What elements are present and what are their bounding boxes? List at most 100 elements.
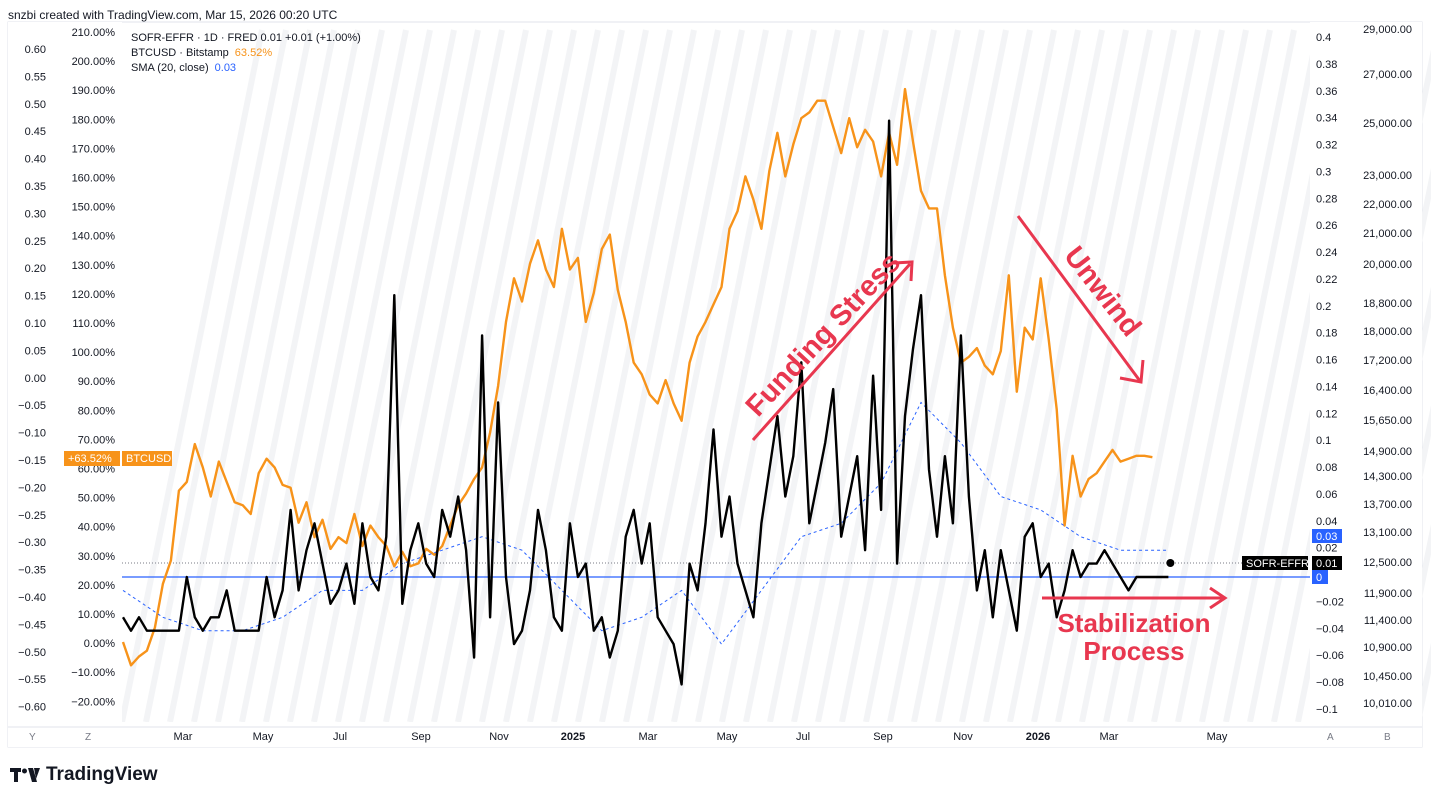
grid-hatch [1127, 29, 1273, 723]
right-outer-tick-label: 10,900.00 [1363, 642, 1412, 654]
left-inner-tick-label: 60.00% [78, 464, 116, 476]
right-inner-tick-label: 0.12 [1316, 408, 1337, 420]
grid-hatch [1007, 29, 1153, 723]
left-inner-tick-label: 150.00% [72, 202, 116, 214]
right-inner-tick-label: −0.02 [1316, 596, 1344, 608]
right-inner-tick-label: 0.04 [1316, 516, 1337, 528]
right-outer-tick-label: 11,400.00 [1364, 615, 1412, 627]
right-outer-tick-label: 13,100.00 [1363, 527, 1412, 539]
grid-hatch [119, 29, 265, 723]
right-inner-tick-label: 0.26 [1316, 220, 1337, 232]
stabilization-arrow-head [1209, 586, 1228, 610]
left-outer-tick-label: −0.40 [18, 592, 46, 604]
zero-val-text: 0 [1316, 572, 1322, 584]
grid-hatch [239, 29, 385, 723]
grid-hatch [287, 29, 433, 723]
left-outer-tick-label: 0.00 [25, 373, 46, 385]
left-outer-tick-label: −0.30 [18, 537, 46, 549]
grid-hatch [695, 29, 841, 723]
sma-price-label: 0.03 [1312, 529, 1342, 543]
chart-header: snzbi created with TradingView.com, Mar … [8, 8, 338, 22]
grid-hatch [983, 29, 1129, 723]
legend-btc[interactable]: BTCUSD · Bitstamp 63.52% [131, 47, 272, 59]
stabilization-text: Stabilization [1057, 608, 1210, 638]
right-outer-tick-label: 29,000.00 [1363, 24, 1412, 36]
x-tick-label: Nov [489, 731, 509, 743]
left-outer-tick-label: −0.45 [18, 619, 46, 631]
left-inner-tick-label: 30.00% [78, 551, 116, 563]
right-outer-tick-label: 27,000.00 [1363, 69, 1412, 81]
right-outer-tick-label: 12,500.00 [1363, 557, 1412, 569]
legend-sma[interactable]: SMA (20, close) 0.03 [131, 62, 236, 74]
right-outer-tick-label: 14,900.00 [1363, 446, 1412, 458]
axis-control-a[interactable]: A [1327, 732, 1334, 743]
left-inner-tick-label: −10.00% [71, 667, 115, 679]
legend-sofr-text: SOFR-EFFR · 1D · FRED 0.01 +0.01 (+1.00%… [131, 32, 361, 44]
grid-hatch [455, 29, 601, 723]
left-outer-tick-label: 0.20 [25, 263, 46, 275]
legend-sofr[interactable]: SOFR-EFFR · 1D · FRED 0.01 +0.01 (+1.00%… [131, 32, 361, 44]
right-outer-tick-label: 13,700.00 [1363, 499, 1412, 511]
sofr-name-text: SOFR-EFFR [1246, 558, 1309, 570]
left-inner-tick-label: 130.00% [72, 260, 116, 272]
grid-hatch [311, 29, 457, 723]
x-axis: Mar May Jul Sep Nov 2025 Mar May Jul Sep Nov 2026 Ma… [174, 731, 1228, 743]
left-outer-tick-label: 0.60 [25, 44, 46, 56]
left-inner-tick-label: 190.00% [72, 85, 116, 97]
right-outer-tick-label: 22,000.00 [1363, 199, 1412, 211]
axis-control-z[interactable]: Z [85, 732, 91, 743]
left-inner-tick-label: 180.00% [72, 114, 116, 126]
right-outer-axis: 29,000.00 27,000.00 25,000.00 23,000.00 22,0… [1363, 24, 1412, 710]
left-outer-tick-label: −0.20 [18, 482, 46, 494]
sofr-price-label: SOFR-EFFR 0.01 [1242, 556, 1342, 570]
legend-sma-value: 0.03 [214, 62, 237, 74]
left-outer-tick-label: 0.10 [25, 318, 46, 330]
grid-hatch [575, 29, 721, 723]
left-outer-tick-label: 0.15 [25, 291, 46, 303]
right-outer-tick-label: 25,000.00 [1363, 118, 1412, 130]
left-inner-tick-label: 170.00% [72, 143, 116, 155]
unwind-arrow-head [1119, 359, 1145, 384]
last-point-marker [1166, 559, 1175, 567]
x-tick-label: Sep [411, 731, 431, 743]
left-inner-tick-label: 100.00% [72, 347, 116, 359]
btcusd-price-label: +63.52% BTCUSD [64, 451, 172, 466]
grid-hatch [1175, 29, 1321, 723]
unwind-arrow-shaft [1016, 215, 1142, 382]
sma-val-text: 0.03 [1316, 531, 1337, 543]
left-inner-tick-label: 10.00% [78, 609, 116, 621]
right-inner-tick-label: 0.1 [1316, 435, 1331, 447]
axis-control-y[interactable]: Y [29, 732, 36, 743]
right-outer-tick-label: 10,450.00 [1363, 671, 1412, 683]
right-inner-tick-label: 0.18 [1316, 328, 1337, 340]
left-outer-tick-label: −0.15 [18, 455, 46, 467]
left-outer-axis: 0.60 0.55 0.50 0.45 0.40 0.35 0.30 0.25 0.20 0.15… [18, 44, 46, 714]
grid-hatch [935, 29, 1081, 723]
right-inner-tick-label: −0.04 [1316, 623, 1344, 635]
right-inner-tick-label: 0.02 [1316, 543, 1337, 555]
tradingview-logo[interactable]: TradingView [10, 764, 158, 786]
grid-hatch [263, 29, 409, 723]
x-tick-label: Sep [873, 731, 893, 743]
right-inner-tick-label: 0.2 [1316, 301, 1331, 313]
grid-hatch [431, 29, 577, 723]
right-inner-tick-label: 0.28 [1316, 193, 1337, 205]
grid-hatch [911, 29, 1057, 723]
right-outer-tick-label: 14,300.00 [1363, 471, 1412, 483]
left-inner-tick-label: −20.00% [71, 696, 115, 708]
left-inner-tick-label: 120.00% [72, 289, 116, 301]
right-inner-tick-label: −0.08 [1316, 677, 1344, 689]
funding-arrow-shaft [751, 263, 912, 441]
btcusd-name-text: BTCUSD [126, 453, 171, 465]
stabilization-annotation[interactable]: Stabilization Process [1042, 586, 1228, 666]
left-outer-tick-label: 0.40 [25, 154, 46, 166]
right-inner-tick-label: 0.06 [1316, 489, 1337, 501]
grid-hatch [1103, 29, 1249, 723]
x-tick-label: May [253, 731, 274, 743]
axis-control-b[interactable]: B [1384, 732, 1391, 743]
left-outer-tick-label: 0.30 [25, 208, 46, 220]
left-outer-tick-label: 0.50 [25, 99, 46, 111]
right-outer-tick-label: 17,200.00 [1363, 355, 1412, 367]
left-outer-tick-label: −0.50 [18, 647, 46, 659]
